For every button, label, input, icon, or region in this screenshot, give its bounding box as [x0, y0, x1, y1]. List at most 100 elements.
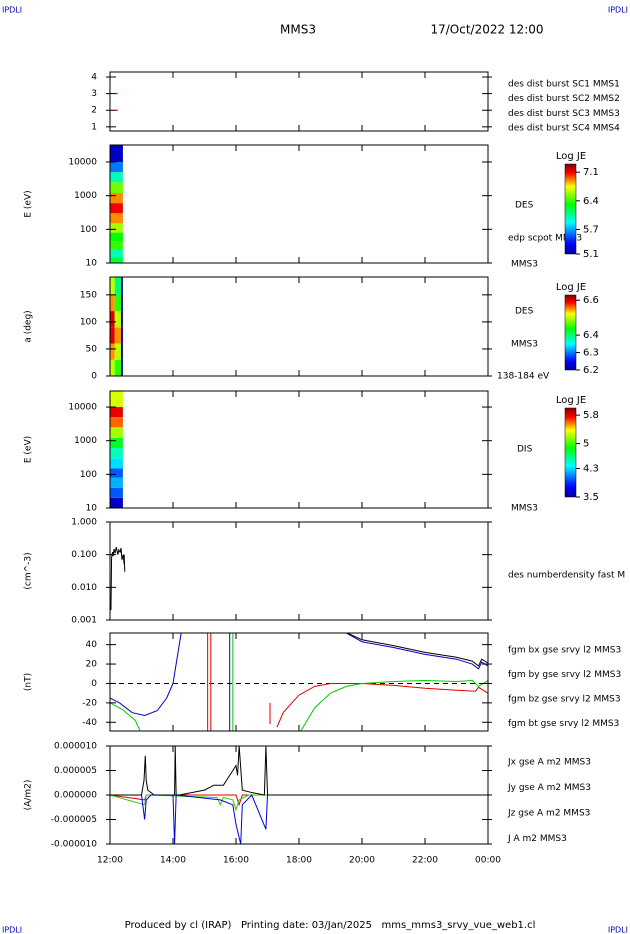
colorbar-tick-label: 5.8	[583, 410, 599, 421]
y-tick-label: 1000	[74, 436, 97, 446]
heatmap-cell	[110, 438, 123, 449]
heatmap-cell	[110, 249, 123, 258]
heatmap-cell	[114, 311, 122, 328]
series-line	[346, 633, 488, 667]
heatmap-cell	[110, 327, 115, 344]
heatmap-cell	[110, 193, 123, 204]
annotation: DES	[515, 201, 534, 211]
panel-frame	[109, 71, 489, 132]
x-tick-label: 14:00	[160, 856, 186, 866]
heatmap-cell	[110, 241, 123, 250]
corner-mark: IPDLI	[2, 6, 22, 15]
colorbar-tick-label: 5.7	[583, 224, 599, 235]
heatmap-cell	[121, 343, 123, 360]
colorbar	[564, 163, 577, 255]
annotation: MMS3	[511, 504, 538, 514]
colorbar-tick-label: 6.3	[583, 348, 599, 359]
heatmap-cell	[110, 359, 115, 376]
y-tick-label: 1000	[74, 191, 97, 201]
legend-label: fgm bx gse srvy l2 MMS3	[508, 646, 621, 656]
heatmap-cell	[110, 257, 123, 263]
annotation: DES	[515, 307, 534, 317]
legend-label: des dist burst SC3 MMS3	[508, 109, 620, 119]
legend-label: J A m2 MMS3	[507, 834, 567, 844]
heatmap-cell	[110, 448, 123, 459]
panel-frame	[109, 276, 489, 377]
colorbar	[564, 407, 577, 498]
panel-frame	[109, 144, 489, 264]
corner-mark: IPDLI	[608, 6, 628, 15]
heatmap-cell	[110, 223, 123, 233]
colorbar-label: Log JE	[556, 282, 586, 293]
corner-mark: IPDLI	[608, 926, 628, 934]
annotation: DIS	[517, 445, 533, 455]
heatmap-cell	[110, 487, 123, 498]
heatmap-cell	[110, 391, 123, 408]
series-line	[110, 633, 488, 731]
heatmap-cell	[110, 162, 123, 173]
y-tick-label: 150	[80, 290, 97, 300]
y-tick-label: -40	[82, 718, 97, 728]
heatmap-cell	[110, 182, 123, 194]
y-axis-label: a (deg)	[24, 310, 34, 342]
legend-label: fgm bz gse srvy l2 MMS3	[508, 695, 621, 705]
colorbar-tick-label: 4.3	[583, 464, 599, 475]
legend-label: des dist burst SC1 MMS1	[508, 80, 620, 90]
legend-label: des dist burst SC2 MMS2	[508, 94, 620, 104]
heatmap-cell	[121, 277, 123, 295]
y-tick-label: 4	[91, 72, 97, 82]
y-tick-label: 10	[86, 504, 98, 514]
y-tick-label: 10000	[68, 158, 97, 168]
legend-label: Jy gse A m2 MMS3	[507, 783, 591, 793]
y-tick-label: 0.000010	[54, 742, 97, 752]
heatmap-cell	[110, 427, 123, 439]
y-axis-label: (A/m2)	[24, 780, 34, 811]
y-tick-label: 40	[86, 640, 98, 650]
heatmap-cell	[110, 277, 115, 295]
annotation: MMS3	[511, 340, 538, 350]
colorbar-tick-label: 6.4	[583, 196, 599, 207]
y-tick-label: 0.100	[71, 550, 97, 560]
heatmap-cell	[110, 477, 123, 488]
series-line	[110, 633, 488, 731]
y-axis-label: (nT)	[24, 673, 34, 691]
heatmap-cell	[114, 327, 122, 344]
heatmap-cell	[110, 311, 115, 328]
point	[116, 109, 118, 112]
heatmap-cell	[121, 294, 123, 312]
y-tick-label: -0.000010	[51, 840, 97, 850]
legend-label: Jz gse A m2 MMS3	[507, 809, 590, 819]
legend-label: fgm by gse srvy l2 MMS3	[508, 670, 621, 680]
annotation: MMS3	[511, 260, 538, 270]
heatmap-cell	[110, 172, 123, 183]
heatmap-cell	[110, 294, 115, 312]
y-tick-label: 20	[86, 660, 98, 670]
colorbar-tick-label: 6.4	[583, 330, 599, 341]
colorbar-tick-label: 5.1	[583, 249, 599, 260]
x-tick-label: 12:00	[97, 856, 123, 866]
heatmap-cell	[110, 497, 123, 508]
point	[116, 92, 118, 95]
y-tick-label: -0.000005	[51, 815, 97, 825]
date-title: 17/Oct/2022 12:00	[430, 23, 543, 37]
annotation: 138-184 eV	[497, 372, 550, 382]
series-line	[110, 794, 488, 812]
panel-frame	[109, 632, 489, 732]
y-tick-label: 0.001	[71, 616, 97, 626]
y-tick-label: 0.010	[71, 583, 97, 593]
heatmap-cell	[110, 458, 123, 469]
heatmap-cell	[114, 343, 122, 360]
series-line	[110, 746, 488, 796]
series-line	[110, 794, 488, 844]
footer-text: Produced by cl (IRAP) Printing date: 03/…	[125, 920, 536, 931]
colorbar-label: Log JE	[556, 151, 586, 162]
colorbar-tick-label: 6.2	[583, 365, 599, 376]
legend-label: des dist burst SC4 MMS4	[508, 124, 620, 134]
y-axis-label: E (eV)	[24, 190, 34, 217]
y-tick-label: 100	[80, 470, 97, 480]
y-tick-label: 10	[86, 259, 98, 269]
heatmap-cell	[110, 468, 123, 478]
heatmap-cell	[110, 417, 123, 428]
